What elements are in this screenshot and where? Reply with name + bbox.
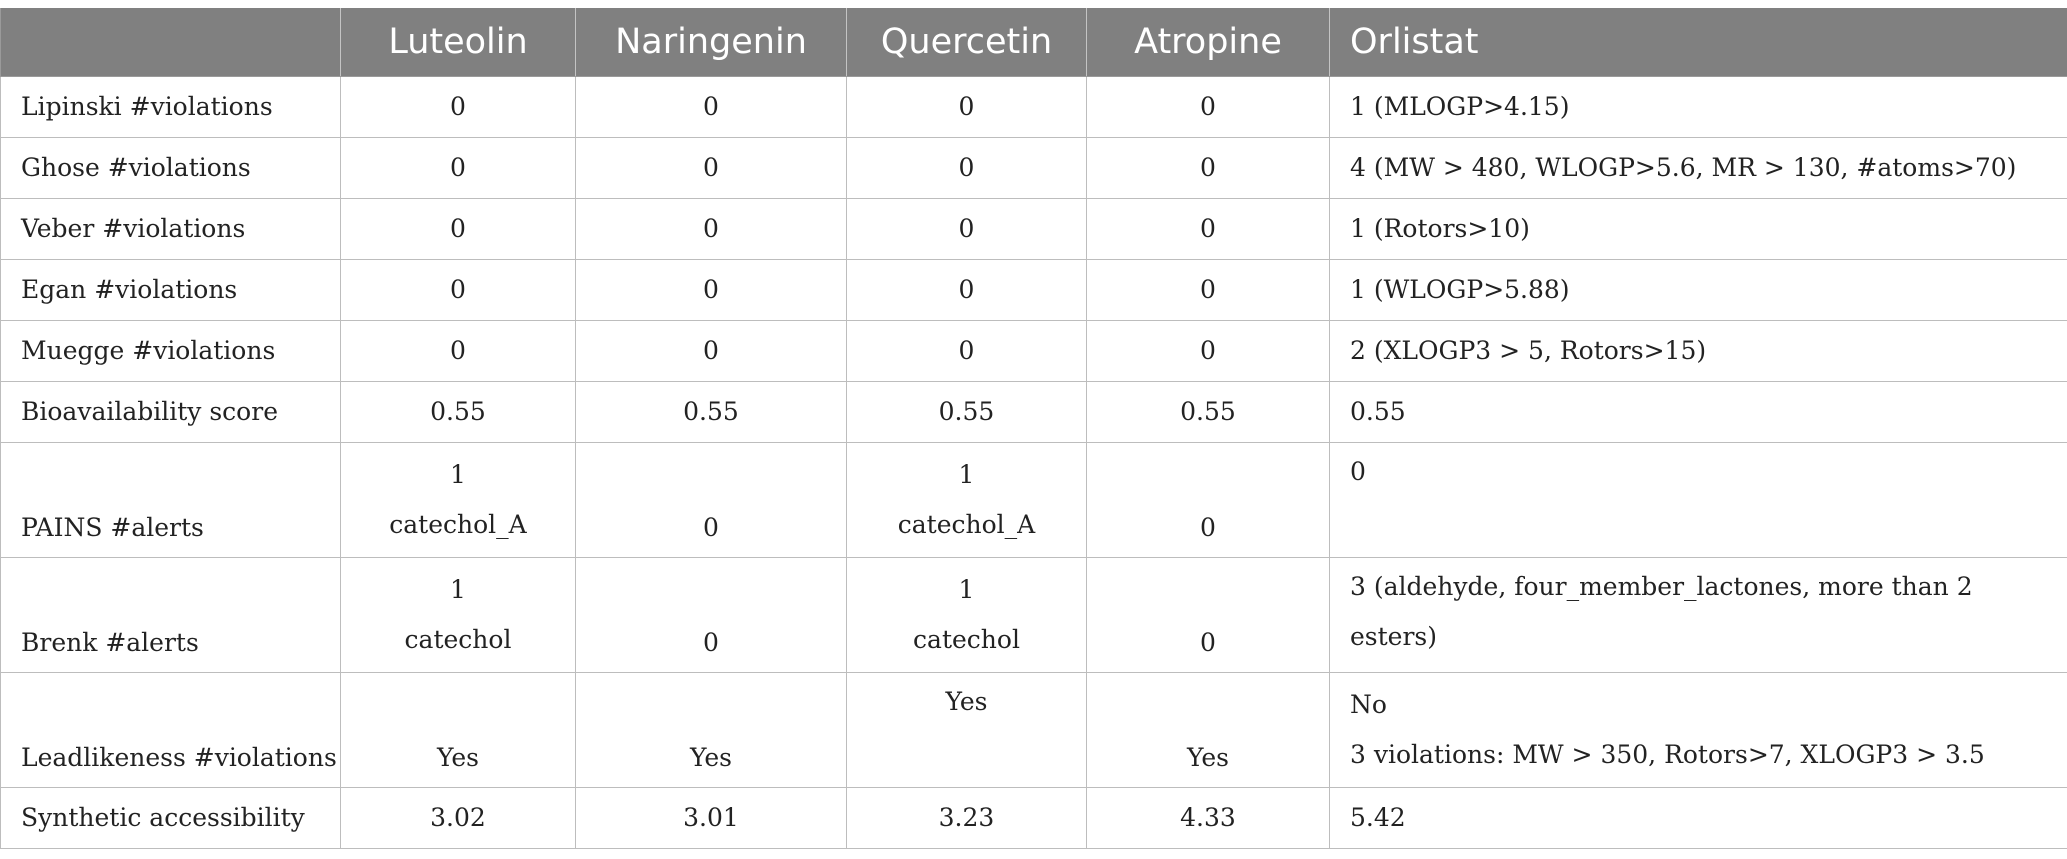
table-cell: 0 xyxy=(575,137,847,199)
table-cell: 0 xyxy=(846,137,1087,199)
header-cell-empty xyxy=(0,8,341,77)
table-cell: 2 (XLOGP3 > 5, Rotors>15) xyxy=(1329,320,2067,382)
row-label: Leadlikeness #violations xyxy=(0,672,341,788)
properties-table: Luteolin Naringenin Quercetin Atropine O… xyxy=(0,8,2067,849)
row-label: Veber #violations xyxy=(0,198,341,260)
row-label: Muegge #violations xyxy=(0,320,341,382)
header-naringenin: Naringenin xyxy=(575,8,847,77)
table-cell: 3 (aldehyde, four_member_lactones, more … xyxy=(1329,557,2067,673)
row-label: Bioavailability score xyxy=(0,381,341,443)
table-cell: 1 catechol_A xyxy=(340,442,576,558)
table-cell: 0 xyxy=(340,320,576,382)
table-cell: 0.55 xyxy=(340,381,576,443)
header-atropine: Atropine xyxy=(1086,8,1330,77)
table-cell: 0 xyxy=(575,259,847,321)
table-cell: Yes xyxy=(846,672,1087,788)
table-cell: 0 xyxy=(340,198,576,260)
table-cell: 0.55 xyxy=(846,381,1087,443)
table-cell: 0 xyxy=(575,557,847,673)
table-row-leadlikeness: Leadlikeness #violations Yes Yes Yes Yes… xyxy=(0,672,2067,788)
table-cell: 0 xyxy=(1086,557,1330,673)
cell-line: catechol xyxy=(404,625,512,654)
table-row: Synthetic accessibility 3.02 3.01 3.23 4… xyxy=(0,787,2067,849)
table-cell: 0.55 xyxy=(1329,381,2067,443)
cell-line: No xyxy=(1350,690,1387,719)
cell-line: 1 xyxy=(958,460,975,489)
table-cell: 0 xyxy=(846,198,1087,260)
table-row-brenk: Brenk #alerts 1 catechol 0 1 catechol 0 3 … xyxy=(0,557,2067,673)
table-cell: Yes xyxy=(575,672,847,788)
table-cell: 4.33 xyxy=(1086,787,1330,849)
table-cell: 3.01 xyxy=(575,787,847,849)
header-row: Luteolin Naringenin Quercetin Atropine O… xyxy=(0,8,2067,77)
cell-line: catechol_A xyxy=(897,510,1036,539)
cell-line: 1 xyxy=(450,460,466,489)
table-header: Luteolin Naringenin Quercetin Atropine O… xyxy=(0,8,2067,77)
table-cell: 3.02 xyxy=(340,787,576,849)
table-cell: Yes xyxy=(340,672,576,788)
header-orlistat: Orlistat xyxy=(1329,8,2067,77)
table-cell: 0 xyxy=(575,320,847,382)
cell-line: 1 xyxy=(958,575,975,604)
table-row-pains: PAINS #alerts 1 catechol_A 0 1 catechol_A … xyxy=(0,442,2067,558)
table-cell: 0 xyxy=(575,198,847,260)
table-cell: No 3 violations: MW > 350, Rotors>7, XLOG… xyxy=(1329,672,2067,788)
table-row: Bioavailability score 0.55 0.55 0.55 0.5… xyxy=(0,381,2067,443)
table-cell: 0 xyxy=(846,259,1087,321)
table-cell: 4 (MW > 480, WLOGP>5.6, MR > 130, #atoms… xyxy=(1329,137,2067,199)
table-cell: 0 xyxy=(575,76,847,138)
table-cell: 3.23 xyxy=(846,787,1087,849)
table-cell: 0 xyxy=(340,259,576,321)
table-cell: 1 catechol xyxy=(846,557,1087,673)
table-body: Lipinski #violations 0 0 0 0 1 (MLOGP>4.… xyxy=(0,76,2067,849)
table-row: Egan #violations 0 0 0 0 1 (WLOGP>5.88) xyxy=(0,259,2067,321)
table-container: Luteolin Naringenin Quercetin Atropine O… xyxy=(0,8,2067,849)
table-cell: 0 xyxy=(575,442,847,558)
table-cell: Yes xyxy=(1086,672,1330,788)
row-label: Lipinski #violations xyxy=(0,76,341,138)
row-label: Egan #violations xyxy=(0,259,341,321)
row-label: Ghose #violations xyxy=(0,137,341,199)
table-cell: 0.55 xyxy=(1086,381,1330,443)
table-cell: 0.55 xyxy=(575,381,847,443)
header-quercetin: Quercetin xyxy=(846,8,1087,77)
table-row: Lipinski #violations 0 0 0 0 1 (MLOGP>4.… xyxy=(0,76,2067,138)
table-cell: 1 catechol xyxy=(340,557,576,673)
table-row: Veber #violations 0 0 0 0 1 (Rotors>10) xyxy=(0,198,2067,260)
table-cell: 1 catechol_A xyxy=(846,442,1087,558)
table-cell: 0 xyxy=(340,76,576,138)
cell-line: 1 xyxy=(450,575,466,604)
table-cell: 0 xyxy=(1329,442,2067,558)
table-cell: 1 (WLOGP>5.88) xyxy=(1329,259,2067,321)
table-row: Muegge #violations 0 0 0 0 2 (XLOGP3 > 5… xyxy=(0,320,2067,382)
cell-line: 3 violations: MW > 350, Rotors>7, XLOGP3… xyxy=(1350,740,1985,769)
table-cell: 0 xyxy=(1086,259,1330,321)
row-label: Brenk #alerts xyxy=(0,557,341,673)
table-cell: 0 xyxy=(340,137,576,199)
cell-line: catechol xyxy=(913,625,1020,654)
row-label: PAINS #alerts xyxy=(0,442,341,558)
table-cell: 0 xyxy=(846,320,1087,382)
table-cell: 0 xyxy=(1086,76,1330,138)
row-label: Synthetic accessibility xyxy=(0,787,341,849)
table-cell: 0 xyxy=(1086,137,1330,199)
table-cell: 0 xyxy=(1086,198,1330,260)
header-luteolin: Luteolin xyxy=(340,8,576,77)
table-cell: 0 xyxy=(846,76,1087,138)
table-cell: 0 xyxy=(1086,442,1330,558)
table-row: Ghose #violations 0 0 0 0 4 (MW > 480, W… xyxy=(0,137,2067,199)
table-cell: 0 xyxy=(1086,320,1330,382)
table-cell: 1 (Rotors>10) xyxy=(1329,198,2067,260)
cell-line: catechol_A xyxy=(389,510,527,539)
table-cell: 1 (MLOGP>4.15) xyxy=(1329,76,2067,138)
table-cell: 5.42 xyxy=(1329,787,2067,849)
